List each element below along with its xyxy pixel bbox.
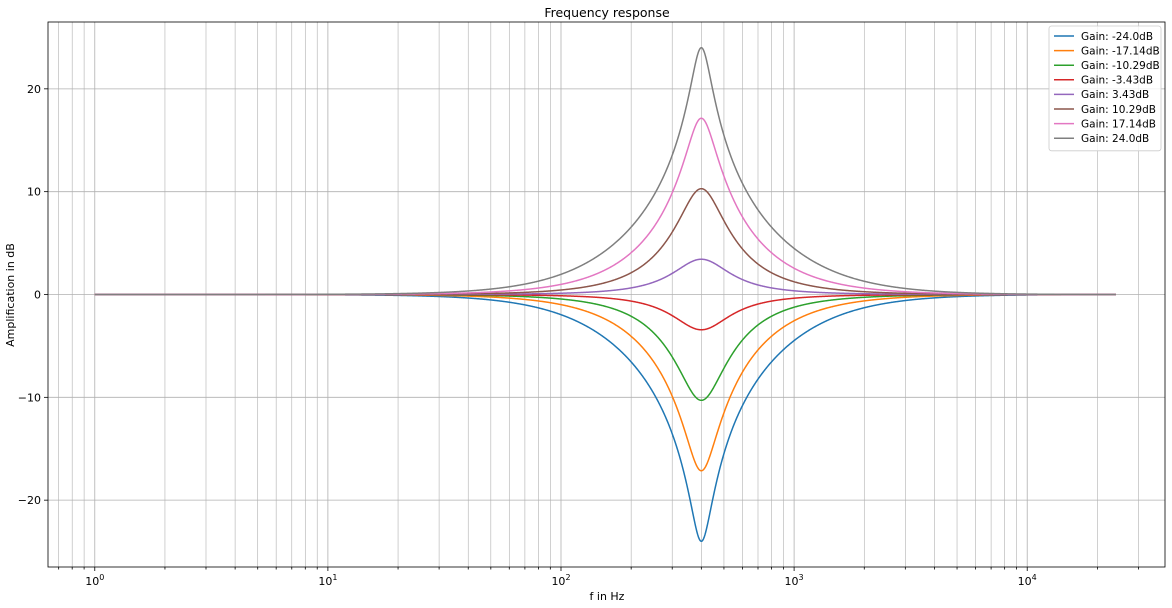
x-tick-label: 101 (318, 573, 337, 588)
x-tick-label: 104 (1018, 573, 1037, 588)
legend-entry: Gain: -17.14dB (1081, 45, 1160, 57)
axis-ticks: −20 −10 0 10 20 100 101 102 103 104 (18, 83, 1139, 588)
y-tick-label: 20 (27, 83, 41, 96)
x-tick-label: 100 (85, 573, 104, 588)
x-axis-label: f in Hz (590, 590, 625, 603)
x-tick-label: 103 (785, 573, 804, 588)
y-tick-label: 10 (27, 186, 41, 199)
legend-entry: Gain: 10.29dB (1081, 104, 1156, 116)
legend-entry: Gain: -3.43dB (1081, 75, 1153, 87)
y-tick-label: −10 (18, 391, 41, 404)
legend-entry: Gain: 17.14dB (1081, 118, 1156, 130)
x-tick-label: 102 (551, 573, 570, 588)
legend-box (1048, 25, 1162, 152)
y-tick-label: −20 (18, 494, 41, 507)
legend-entry: Gain: 24.0dB (1081, 133, 1149, 145)
series-lines (94, 46, 1117, 543)
series-line-8 (94, 46, 1117, 296)
y-tick-label: 0 (34, 289, 41, 302)
chart-title: Frequency response (544, 5, 670, 20)
legend: Gain: -24.0dB Gain: -17.14dB Gain: -10.29d… (1048, 25, 1162, 152)
legend-entry: Gain: -10.29dB (1081, 60, 1160, 72)
y-axis-label: Amplification in dB (4, 243, 17, 347)
legend-entry: Gain: -24.0dB (1081, 31, 1153, 43)
legend-entry: Gain: 3.43dB (1081, 89, 1149, 101)
